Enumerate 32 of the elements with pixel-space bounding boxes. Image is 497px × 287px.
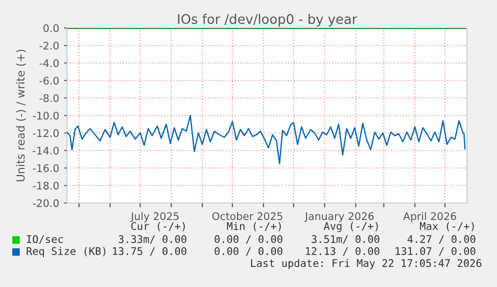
- x-tick-label: October 2025: [212, 212, 282, 220]
- x-tick-label: July 2025: [130, 212, 179, 222]
- text: 3.51m/ 0.00: [312, 235, 380, 244]
- y-tick-label: -4.0: [40, 59, 59, 68]
- text: 0.00 / 0.00: [214, 247, 282, 256]
- y-tick-label: -6.0: [40, 76, 59, 85]
- y-tick-label: -12.0: [32, 129, 59, 138]
- y-tick-label: 0.0: [43, 24, 59, 32]
- text: Last update: Fri May 22 17:05:47 2026: [251, 258, 482, 270]
- text: 13.75 / 0.00: [113, 247, 186, 256]
- text: 3.33m/ 0.00: [118, 235, 186, 244]
- y-tick-label: -16.0: [32, 164, 59, 172]
- chart-title: IOs for /dev/loop0 - by year: [178, 14, 358, 27]
- y-tick-label: -18.0: [32, 182, 59, 190]
- text: Cur (-/+): [131, 222, 185, 232]
- text: Min (-/+): [226, 222, 281, 232]
- legend-label: IO/sec: [27, 235, 63, 244]
- text: 0.00 / 0.00: [214, 235, 282, 244]
- text: Avg (-/+): [324, 222, 378, 232]
- y-tick-label: -2.0: [40, 42, 59, 50]
- y-tick-label: -14.0: [32, 146, 59, 155]
- y-tick-label: -8.0: [40, 94, 59, 102]
- y-axis-title: Units read (-) / write (+): [16, 50, 26, 182]
- text: Max (-/+): [420, 222, 474, 232]
- x-tick-label: January 2026: [304, 212, 374, 222]
- text: 12.13 / 0.00: [306, 247, 380, 256]
- legend-label: Req Size (KB): [26, 246, 106, 258]
- y-tick-label: -10.0: [32, 112, 59, 120]
- text: 4.27 / 0.00: [408, 235, 476, 244]
- x-tick-label: April 2026: [403, 212, 456, 222]
- text: 131.07 / 0.00: [396, 247, 476, 256]
- y-tick-label: -20.0: [32, 199, 59, 208]
